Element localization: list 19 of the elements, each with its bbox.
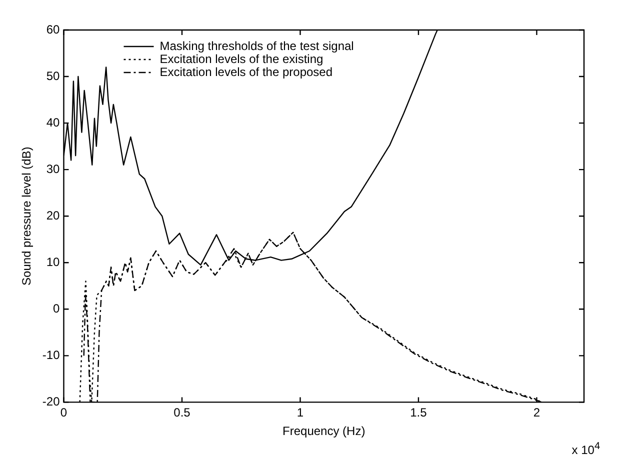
x-tick-label: 1.5: [410, 406, 428, 420]
y-tick-label: 30: [46, 162, 60, 176]
x-tick-label: 1: [296, 406, 304, 420]
x-axis-title: Frequency (Hz): [282, 424, 366, 438]
y-tick-label: 50: [46, 68, 60, 83]
y-axis-title: Sound pressure level (dB): [20, 146, 34, 286]
y-tick-label: -20: [42, 394, 60, 409]
legend-label: Excitation levels of the proposed: [160, 64, 333, 79]
text: x 10$^{4}$: [572, 441, 600, 457]
y-tick-label: 0: [53, 301, 60, 316]
legend-label: Excitation levels of the existing: [160, 52, 324, 66]
y-tick-label: 40: [46, 115, 60, 130]
y-tick-label: 20: [46, 208, 60, 222]
legend-label: Masking thresholds of the test signal: [160, 38, 354, 53]
y-tick-label: -10: [42, 348, 60, 362]
x-tick-label: 2: [533, 406, 540, 420]
y-tick-label: 10: [46, 254, 60, 269]
x-tick-label: 0.5: [174, 406, 191, 420]
y-tick-label: 60: [46, 22, 60, 36]
